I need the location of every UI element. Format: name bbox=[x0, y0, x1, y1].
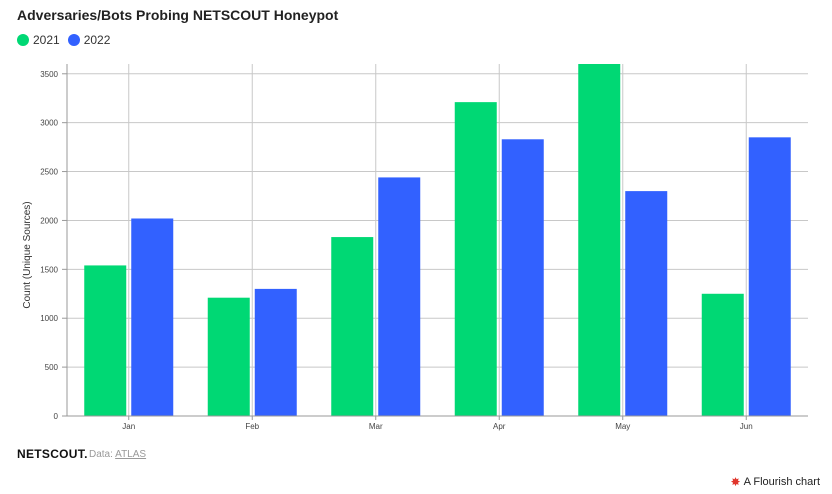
x-tick-label-mar: Mar bbox=[369, 422, 383, 431]
axis-layer: 0 500 1000 1500 2000 2500 3000 3500 Jan Feb Mar Apr… bbox=[40, 64, 808, 431]
bar-2022-mar[interactable] bbox=[378, 177, 421, 416]
x-tick-label-may: May bbox=[615, 422, 630, 431]
bar-2021-mar[interactable] bbox=[331, 237, 374, 416]
flourish-credit-label: A Flourish chart bbox=[743, 476, 820, 488]
bar-2022-jan[interactable] bbox=[131, 218, 174, 416]
bar-2022-may[interactable] bbox=[625, 191, 668, 416]
bar-2021-jun[interactable] bbox=[701, 293, 744, 416]
y-tick-label: 500 bbox=[45, 363, 59, 372]
bar-layer bbox=[84, 64, 791, 417]
flourish-logo-icon: ✸ bbox=[730, 475, 741, 489]
bar-2021-apr[interactable] bbox=[454, 102, 497, 416]
y-axis-label: Count (Unique Sources) bbox=[22, 201, 33, 308]
chart-title: Adversaries/Bots Probing NETSCOUT Honeyp… bbox=[17, 7, 339, 23]
legend-swatch-2021 bbox=[17, 34, 29, 46]
data-source: Data: ATLAS bbox=[89, 449, 146, 460]
legend-label-2021: 2021 bbox=[33, 33, 60, 47]
bar-2021-jan[interactable] bbox=[84, 265, 127, 416]
bar-2021-feb[interactable] bbox=[207, 297, 250, 416]
grid-layer bbox=[67, 64, 808, 417]
y-tick-label: 1500 bbox=[40, 265, 58, 274]
netscout-logo: NETSCOUT. bbox=[17, 447, 88, 461]
y-tick-label: 1000 bbox=[40, 314, 58, 323]
data-source-prefix: Data: bbox=[89, 449, 116, 460]
data-source-link[interactable]: ATLAS bbox=[115, 449, 147, 460]
bar-2022-apr[interactable] bbox=[501, 139, 544, 417]
flourish-credit[interactable]: ✸ A Flourish chart bbox=[731, 475, 820, 489]
legend-label-2022: 2022 bbox=[83, 33, 111, 47]
x-tick-label-apr: Apr bbox=[493, 422, 506, 431]
legend: 2021 2022 bbox=[17, 33, 118, 47]
y-tick-label: 0 bbox=[54, 412, 59, 421]
x-tick-label-feb: Feb bbox=[245, 422, 259, 431]
bar-2022-feb[interactable] bbox=[254, 288, 297, 416]
legend-item-2022[interactable]: 2022 bbox=[67, 33, 111, 47]
x-tick-label-jun: Jun bbox=[740, 422, 753, 431]
bar-2022-jun[interactable] bbox=[748, 137, 791, 417]
y-tick-label: 3000 bbox=[40, 119, 58, 128]
y-tick-label: 2500 bbox=[40, 168, 58, 177]
legend-swatch-2022 bbox=[67, 34, 80, 46]
bar-2021-may[interactable] bbox=[578, 64, 621, 416]
y-tick-label: 3500 bbox=[40, 70, 58, 79]
y-tick-label: 2000 bbox=[40, 216, 58, 225]
legend-item-2021[interactable]: 2021 bbox=[17, 33, 60, 47]
x-tick-label-jan: Jan bbox=[122, 422, 135, 431]
